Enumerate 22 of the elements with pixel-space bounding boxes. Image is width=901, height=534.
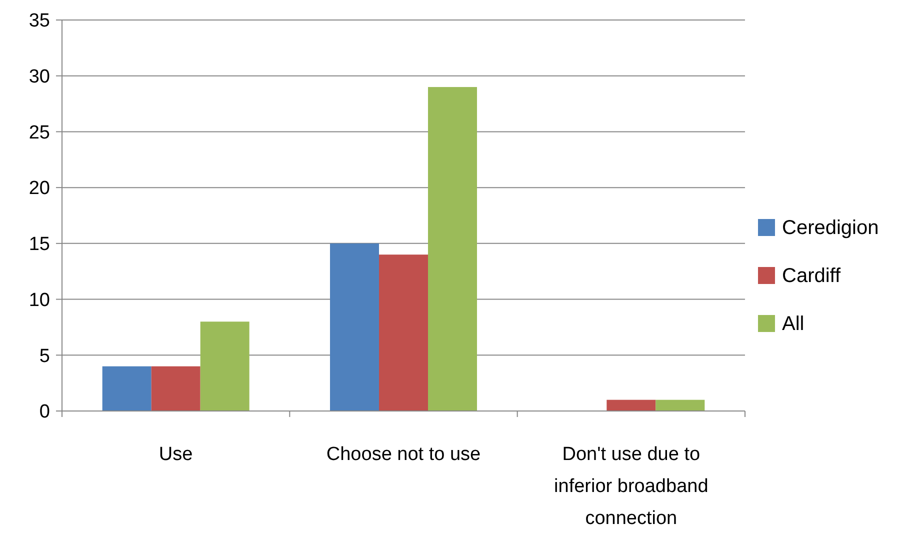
legend-label: Ceredigion bbox=[782, 217, 879, 239]
bar bbox=[200, 322, 250, 411]
bar bbox=[379, 254, 428, 411]
y-tick-label: 5 bbox=[39, 346, 50, 367]
bar bbox=[330, 243, 379, 411]
bar bbox=[428, 87, 477, 411]
y-tick-label: 0 bbox=[39, 402, 50, 423]
bar bbox=[151, 366, 200, 411]
y-tick-label: 20 bbox=[28, 178, 50, 200]
x-tick-label: Choose not to use bbox=[326, 444, 481, 465]
x-tick-label: Don't use due to inferior broadband connection bbox=[554, 444, 708, 529]
y-tick-label: 15 bbox=[28, 234, 50, 256]
bar bbox=[606, 400, 656, 411]
y-tick-label: 30 bbox=[28, 66, 50, 88]
y-tick-label: 25 bbox=[28, 122, 50, 144]
legend-label: Cardiff bbox=[782, 265, 841, 287]
y-tick-label: 35 bbox=[28, 10, 50, 32]
y-tick-label: 10 bbox=[28, 290, 50, 311]
bar bbox=[656, 400, 705, 411]
legend-label: All bbox=[782, 313, 804, 335]
bar bbox=[102, 366, 152, 411]
x-tick-label: Use bbox=[158, 444, 193, 465]
